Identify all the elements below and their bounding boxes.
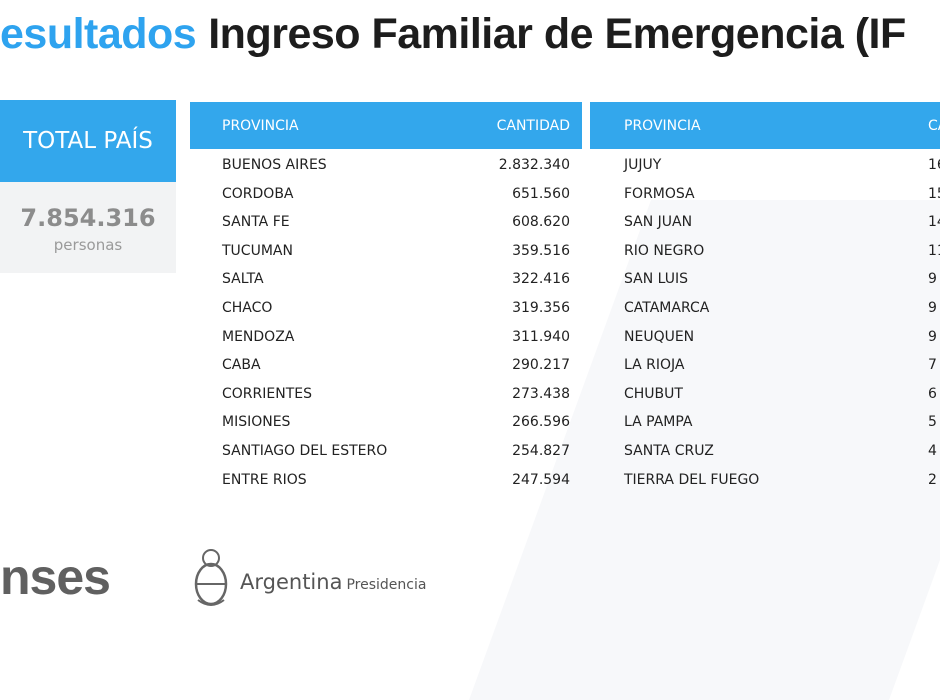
anses-logo: nses bbox=[0, 549, 111, 605]
table-row: FORMOSA 15 bbox=[590, 180, 940, 209]
table-row: CHACO 319.356 bbox=[190, 294, 582, 323]
table-header: PROVINCIA CANTI bbox=[590, 102, 940, 149]
amount: 273.438 bbox=[512, 385, 570, 402]
amount: 608.620 bbox=[512, 214, 570, 231]
amount: 16 bbox=[928, 157, 940, 173]
table-row: CHUBUT 6 bbox=[590, 380, 940, 409]
amount: 4 bbox=[928, 442, 937, 459]
province: LA RIOJA bbox=[624, 357, 685, 374]
column-header: CANTIDAD bbox=[496, 118, 570, 134]
amount: 6 bbox=[928, 385, 937, 402]
table-row: SANTIAGO DEL ESTERO 254.827 bbox=[190, 437, 582, 466]
amount: 15 bbox=[928, 185, 940, 202]
brand: Argentina Presidencia bbox=[240, 570, 426, 594]
table: PROVINCIA CANTI JUJUY 16 FORMOSA 15 SAN JUAN 14… bbox=[590, 102, 940, 494]
amount: 651.560 bbox=[512, 185, 570, 202]
province: RIO NEGRO bbox=[624, 242, 705, 259]
amount: 266.596 bbox=[512, 414, 570, 431]
table-row: MISIONES 266.596 bbox=[190, 408, 582, 437]
table: PROVINCIA CANTIDAD BUENOS AIRES 2.832.340 CO… bbox=[190, 102, 582, 494]
province: MENDOZA bbox=[222, 328, 295, 345]
province: TIERRA DEL FUEGO bbox=[624, 471, 760, 488]
amount: 290.217 bbox=[512, 357, 570, 374]
table-row: BUENOS AIRES 2.832.340 bbox=[190, 151, 582, 180]
province: CATAMARCA bbox=[624, 299, 710, 316]
province: SANTIAGO DEL ESTERO bbox=[222, 442, 388, 459]
amount: 254.827 bbox=[512, 442, 570, 459]
province: JUJUY bbox=[624, 157, 662, 173]
column-header: CANTI bbox=[928, 118, 940, 134]
total-unit: personas bbox=[53, 236, 123, 254]
amount: 359.516 bbox=[512, 242, 570, 259]
table-row: SAN JUAN 14 bbox=[590, 208, 940, 237]
table-row: CORRIENTES 273.438 bbox=[190, 380, 582, 409]
table-row: LA RIOJA 7 bbox=[590, 351, 940, 380]
province: CORRIENTES bbox=[222, 385, 312, 402]
table-row: ENTRE RIOS 247.594 bbox=[190, 466, 582, 495]
province: NEUQUEN bbox=[624, 328, 695, 345]
total-header: TOTAL PAÍS bbox=[0, 100, 176, 182]
province: SANTA CRUZ bbox=[624, 442, 714, 459]
province: SANTA FE bbox=[222, 214, 290, 231]
table-body: BUENOS AIRES 2.832.340 CORDOBA 651.560 SANTA… bbox=[190, 149, 582, 494]
table-body: JUJUY 16 FORMOSA 15 SAN JUAN 14 RIO NEGRO 11 SAN… bbox=[590, 149, 940, 494]
province: CHACO bbox=[222, 299, 273, 316]
province: CHUBUT bbox=[624, 385, 683, 402]
table-row: SALTA 322.416 bbox=[190, 265, 582, 294]
coat-of-arms bbox=[194, 549, 228, 606]
table-row: SANTA FE 608.620 bbox=[190, 208, 582, 237]
amount: 9 bbox=[928, 299, 937, 316]
amount: 5 bbox=[928, 414, 937, 431]
title: esultados Ingreso Familiar de Emergencia … bbox=[0, 10, 906, 59]
province: LA PAMPA bbox=[624, 414, 693, 431]
table-row: SAN LUIS 9 bbox=[590, 265, 940, 294]
title-highlight: esultados bbox=[0, 10, 197, 58]
amount: 247.594 bbox=[512, 471, 570, 488]
province: FORMOSA bbox=[624, 185, 695, 202]
table-row: NEUQUEN 9 bbox=[590, 323, 940, 352]
table-row: JUJUY 16 bbox=[590, 151, 940, 180]
province: CABA bbox=[222, 357, 261, 374]
amount: 319.356 bbox=[512, 299, 570, 316]
table-row: RIO NEGRO 11 bbox=[590, 237, 940, 266]
table-row: SANTA CRUZ 4 bbox=[590, 437, 940, 466]
table-row: TUCUMAN 359.516 bbox=[190, 237, 582, 266]
amount: 9 bbox=[928, 328, 937, 345]
slide: {"header": {"title_highlight": "esultado… bbox=[0, 10, 940, 606]
province: SAN JUAN bbox=[624, 214, 693, 231]
amount: 2 bbox=[928, 471, 937, 488]
amount: 11 bbox=[928, 242, 940, 259]
total-value: 7.854.316 bbox=[20, 204, 156, 232]
amount: 2.832.340 bbox=[498, 157, 570, 173]
table-row: LA PAMPA 5 bbox=[590, 408, 940, 437]
amount: 311.940 bbox=[512, 328, 570, 345]
total-label: TOTAL PAÍS bbox=[23, 128, 153, 154]
amount: 7 bbox=[928, 357, 937, 374]
province: ENTRE RIOS bbox=[222, 471, 307, 488]
column-header: PROVINCIA bbox=[624, 118, 701, 134]
table-header: PROVINCIA CANTIDAD bbox=[190, 102, 582, 149]
province: MISIONES bbox=[222, 414, 291, 431]
amount: 322.416 bbox=[512, 271, 570, 288]
table-row: CATAMARCA 9 bbox=[590, 294, 940, 323]
table-row: CABA 290.217 bbox=[190, 351, 582, 380]
province: SALTA bbox=[222, 271, 264, 288]
amount: 9 bbox=[928, 271, 937, 288]
amount: 14 bbox=[928, 214, 940, 231]
brand-sub: Presidencia bbox=[346, 577, 427, 593]
province: CORDOBA bbox=[222, 185, 294, 202]
province: SAN LUIS bbox=[624, 271, 689, 288]
title-text: Ingreso Familiar de Emergencia (IF bbox=[208, 10, 906, 58]
table-row: MENDOZA 311.940 bbox=[190, 323, 582, 352]
province: TUCUMAN bbox=[222, 242, 293, 259]
brand-name: Argentina bbox=[240, 570, 343, 594]
column-header: PROVINCIA bbox=[222, 118, 299, 134]
table-row: CORDOBA 651.560 bbox=[190, 180, 582, 209]
province: BUENOS AIRES bbox=[222, 157, 327, 173]
table-row: TIERRA DEL FUEGO 2 bbox=[590, 466, 940, 495]
total-box: 7.854.316 personas bbox=[0, 182, 176, 273]
